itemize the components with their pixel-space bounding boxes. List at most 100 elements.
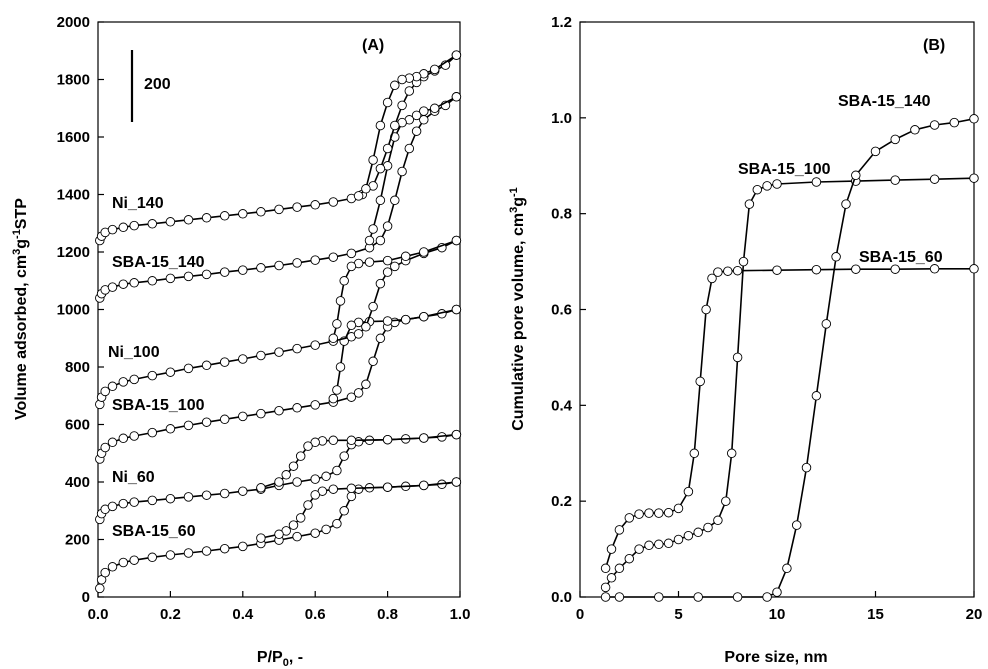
series-sba-15-60-adsorption-point [165, 550, 176, 560]
series-sba-15-100-adsorption-point [368, 356, 378, 367]
series-sba-15-140-point [851, 170, 861, 181]
panel-a-y-tick-label: 1200 [57, 244, 90, 261]
series-ni-100-desorption-point [364, 257, 375, 267]
series-ni-60-adsorption-point [219, 488, 230, 499]
series-sba-15-140-point [693, 592, 703, 602]
series-sba-15-140-point [870, 146, 881, 157]
series-sba-15-100-point [663, 538, 674, 549]
series-sba-15-100-desorption-point [332, 385, 342, 395]
series-sba-15-140-point [821, 319, 832, 329]
series-ni-60-desorption-point [382, 434, 393, 445]
series-ni-60-desorption-point [274, 477, 284, 487]
series-sba-15-100-adsorption-point [147, 427, 158, 438]
series-sba-15-100-adsorption-point [361, 379, 371, 390]
series-ni-60-adsorption-point [165, 493, 176, 504]
series-ni-100-desorption-point [382, 255, 393, 266]
panel-b-x-tick-label: 20 [966, 606, 983, 623]
series-ni-100-adsorption-point [201, 360, 212, 371]
series-sba-15-140-point [772, 587, 782, 597]
series-sba-15-100-point [762, 181, 772, 191]
panel-a-y-tick-label: 1000 [57, 302, 90, 319]
scale-bar-label: 200 [144, 76, 171, 93]
series-sba-15-60-desorption-point [382, 482, 393, 492]
panel-b-y-tick-label: 0.0 [551, 589, 572, 606]
panel-b-y-tick-label: 1.0 [551, 110, 572, 127]
series-sba-15-100-point [606, 573, 617, 583]
label-ni-140: Ni_140 [112, 195, 164, 212]
series-sba-15-140-line [605, 118, 975, 598]
series-ni-140-adsorption-point [382, 143, 393, 154]
series-sba-15-100-adsorption-point [310, 400, 320, 410]
series-sba-15-100-point [713, 515, 723, 526]
series-sba-15-100-point [929, 174, 940, 184]
series-sba-15-140-desorption-point [364, 235, 375, 246]
series-sba-15-60-adsorption-point [321, 524, 331, 535]
series-ni-100-adsorption-point [219, 357, 230, 367]
series-sba-15-140-adsorption-point [375, 235, 386, 246]
series-ni-60-adsorption-point [129, 497, 139, 507]
series-ni-140-adsorption-point [328, 197, 339, 207]
series-sba-15-60-desorption-point [346, 483, 357, 494]
panel-a-x-tick-label: 0.2 [160, 606, 181, 623]
series-sba-15-140-point [600, 592, 611, 602]
panel-a-x-tick-label: 0.6 [305, 606, 326, 623]
panel-a-y-tick-label: 600 [65, 417, 90, 434]
series-sba-15-100-adsorption-point [292, 403, 302, 413]
series-sba-15-140-point [614, 592, 625, 602]
series-sba-15-100-adsorption-point [118, 433, 129, 444]
series-ni-100-desorption-point [332, 319, 342, 329]
panel-a-ticks: 0.0 0.2 0.4 0.6 0.8 1.0 0 200 400 600 800 1000 1200 1… [57, 14, 471, 623]
series-sba-15-100-desorption-point [419, 311, 429, 322]
series-ni-60-desorption-point [288, 461, 299, 471]
series-ni-140-adsorption-point [375, 163, 386, 174]
panel-a-plot [95, 50, 462, 594]
series-sba-15-100-point [703, 522, 713, 533]
series-sba-15-60-adsorption-point [238, 541, 248, 552]
series-sba-15-140-desorption-point [429, 103, 440, 114]
series-sba-15-140-adsorption-point [382, 221, 393, 231]
series-sba-15-100-point [890, 175, 900, 185]
series-sba-15-60-adsorption-point [332, 518, 342, 529]
series-ni-100-adsorption-point [118, 377, 129, 387]
series-sba-15-100-point [600, 582, 611, 593]
label-sba15-140: SBA-15_140 [112, 254, 205, 271]
series-sba-15-60-desorption-point [295, 513, 306, 523]
series-sba-15-100-desorption-point [400, 314, 411, 325]
panel-b-y-tick-label: 0.4 [551, 397, 573, 414]
series-sba-15-60-desorption-point [328, 484, 339, 494]
series-sba-15-60-point [701, 304, 711, 315]
series-sba-15-100-adsorption-point [129, 431, 139, 441]
panel-b-y-tick-label: 0.6 [551, 302, 572, 319]
series-sba-15-60-point [600, 563, 611, 574]
series-sba-15-60-point [689, 448, 700, 459]
series-sba-15-140-adsorption-point [165, 273, 176, 284]
series-ni-140-adsorption-point [129, 220, 139, 231]
series-sba-15-60-adsorption-point [147, 552, 158, 563]
series-sba-15-140-adsorption-point [129, 278, 139, 288]
series-sba-15-60-point [606, 544, 617, 554]
series-sba-15-100-point [654, 539, 664, 550]
series-ni-60-adsorption-point [147, 495, 158, 506]
series-sba-15-140-adsorption-point [397, 166, 407, 177]
panel-a-y-tick-label: 2000 [57, 14, 90, 31]
series-sba-15-100-adsorption-point [238, 411, 248, 422]
series-sba-15-140-adsorption-point [346, 248, 357, 259]
series-sba-15-140-adsorption-point [411, 126, 422, 136]
series-sba-15-100-adsorption-point [346, 392, 357, 402]
series-ni-140-desorption-point [390, 80, 400, 91]
label-b-sba15-140: SBA-15_140 [838, 93, 931, 110]
series-sba-15-100-desorption-point [451, 304, 462, 315]
series-sba-15-140-adsorption-point [183, 271, 194, 282]
series-sba-15-140-adsorption-point [292, 258, 302, 268]
series-sba-15-60-desorption-point [451, 477, 462, 487]
panel-a-y-tick-label: 1800 [57, 72, 90, 89]
series-ni-140-desorption-point [397, 74, 407, 85]
series-ni-100-adsorption-point [368, 301, 378, 312]
series-sba-15-60-adsorption-point [346, 491, 357, 502]
series-sba-15-100-point [644, 540, 654, 551]
series-ni-100-adsorption-point [292, 343, 302, 354]
series-sba-15-100-point [624, 553, 635, 564]
label-sba15-60: SBA-15_60 [112, 523, 196, 540]
series-sba-15-100-point [752, 184, 763, 195]
